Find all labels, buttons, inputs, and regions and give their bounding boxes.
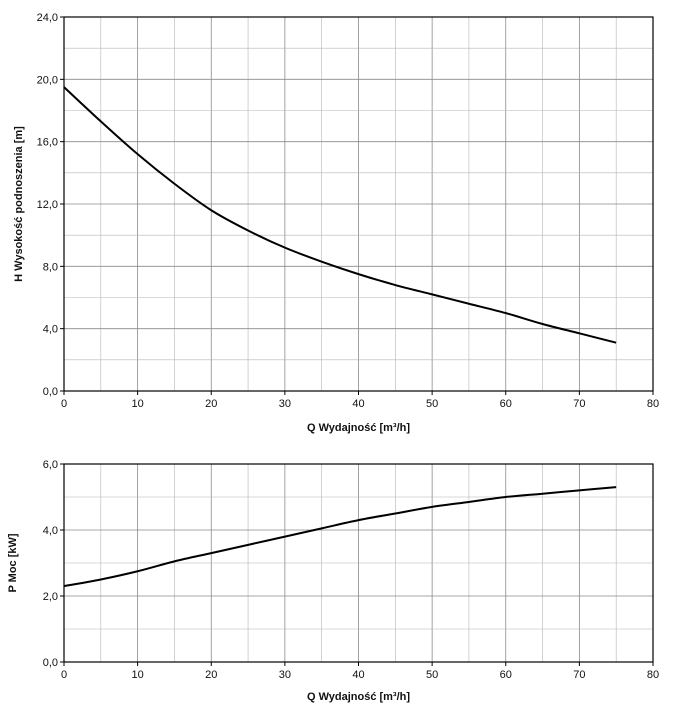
y-tick-label: 6,0 (43, 459, 58, 471)
x-tick-label: 80 (647, 398, 659, 410)
series-line (63, 486, 617, 588)
x-axis-label: Q Wydajność [m³/h] (307, 691, 410, 703)
x-tick-label: 30 (279, 669, 291, 681)
y-tick-label: 4,0 (43, 324, 58, 336)
x-tick-label: 50 (426, 669, 438, 681)
x-tick-label: 10 (132, 398, 144, 410)
x-tick-label: 40 (352, 669, 364, 681)
power-chart: 0 10 20 30 40 50 60 70 80 0,0 2,0 4,0 6,0 Q Wydajność… (7, 459, 659, 703)
x-tick-label: 50 (426, 398, 438, 410)
y-tick-label: 24,0 (37, 12, 58, 24)
y-tick-label: 0,0 (43, 657, 58, 669)
x-tick-label: 70 (573, 669, 585, 681)
y-tick-label: 2,0 (43, 591, 58, 603)
head-chart: 0 10 20 30 40 50 60 70 80 0,0 4,0 8,0 12,0 16,0 20,0 24… (13, 12, 659, 434)
x-tick-label: 60 (500, 669, 512, 681)
x-tick-label: 0 (61, 398, 67, 410)
y-tick-label: 12,0 (37, 199, 58, 211)
y-axis-label: H Wysokość podnoszenia [m] (13, 126, 25, 282)
x-tick-label: 20 (205, 398, 217, 410)
y-tick-label: 20,0 (37, 74, 58, 86)
x-tick-label: 30 (279, 398, 291, 410)
y-tick-label: 8,0 (43, 261, 58, 273)
y-axis-label: P Moc [kW] (7, 533, 19, 592)
x-tick-label: 20 (205, 669, 217, 681)
x-tick-label: 60 (500, 398, 512, 410)
x-tick-label: 70 (573, 398, 585, 410)
y-tick-label: 0,0 (43, 386, 58, 398)
x-tick-label: 40 (352, 398, 364, 410)
x-tick-label: 80 (647, 669, 659, 681)
series-line (63, 86, 617, 344)
y-tick-label: 16,0 (37, 137, 58, 149)
x-tick-label: 0 (61, 669, 67, 681)
x-tick-label: 10 (132, 669, 144, 681)
y-tick-label: 4,0 (43, 525, 58, 537)
x-axis-label: Q Wydajność [m³/h] (307, 422, 410, 434)
